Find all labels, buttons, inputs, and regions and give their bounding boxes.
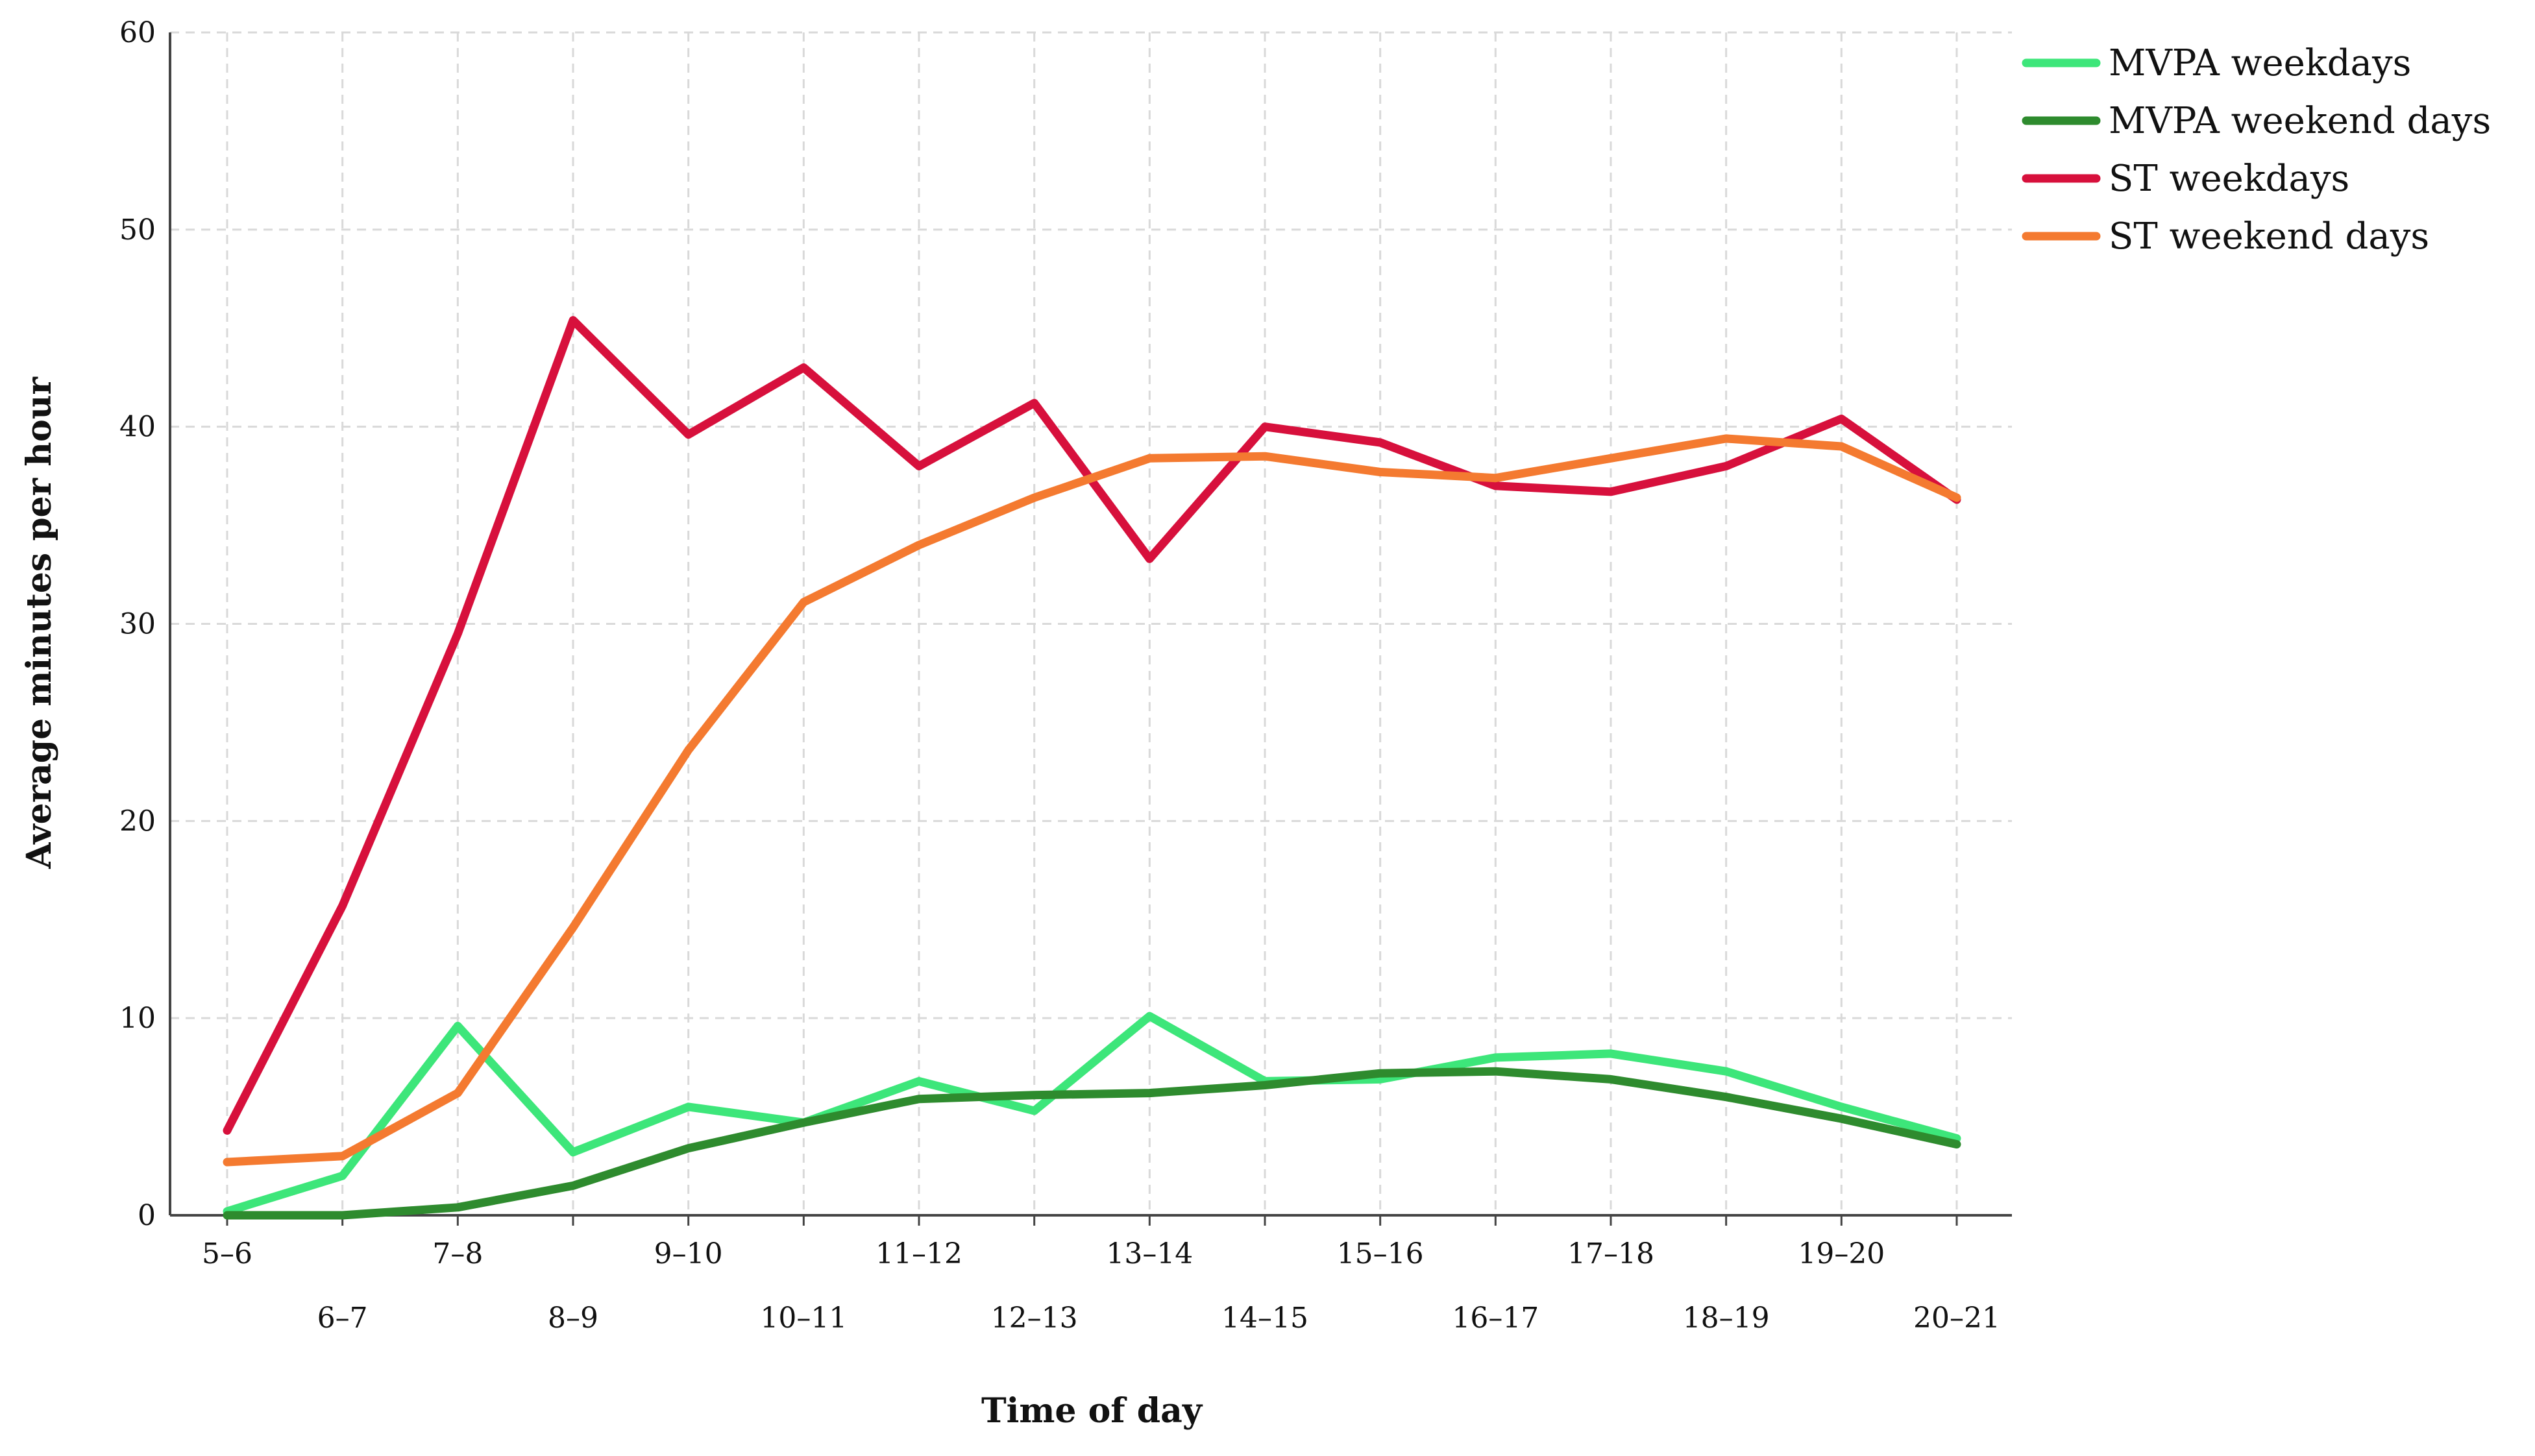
grid-lines bbox=[170, 31, 2012, 1215]
x-tick-label: 13–14 bbox=[1106, 1237, 1193, 1270]
x-tick-label: 14–15 bbox=[1221, 1302, 1308, 1335]
legend: MVPA weekdays MVPA weekend days ST weekday… bbox=[2022, 42, 2491, 258]
x-tick-label: 15–16 bbox=[1337, 1237, 1424, 1270]
x-tick-label: 12–13 bbox=[991, 1302, 1078, 1335]
y-tick-label: 40 bbox=[119, 411, 156, 444]
x-tick-label: 8–9 bbox=[548, 1302, 598, 1335]
x-tick-label: 16–17 bbox=[1452, 1302, 1539, 1335]
y-tick-label: 60 bbox=[119, 16, 156, 49]
x-tick-label: 6–7 bbox=[317, 1302, 368, 1335]
x-tick-label: 19–20 bbox=[1798, 1237, 1885, 1270]
y-tick-label: 20 bbox=[119, 805, 156, 838]
x-tick-label: 7–8 bbox=[432, 1237, 483, 1270]
legend-label: MVPA weekend days bbox=[2109, 100, 2491, 142]
series-line-1 bbox=[223, 1067, 1961, 1220]
tick-labels: 0 10 20 30 40 50 60 5–6 6–7 7–8 8–9 9–10 10–11 11–12 1… bbox=[119, 16, 2000, 1335]
x-tick-label: 10–11 bbox=[760, 1302, 847, 1335]
series-line-3 bbox=[223, 434, 1961, 1167]
x-axis-title: Time of day bbox=[981, 1391, 1203, 1431]
y-tick-label: 50 bbox=[119, 213, 156, 247]
y-tick-label: 0 bbox=[138, 1199, 156, 1232]
legend-label: MVPA weekdays bbox=[2109, 42, 2411, 84]
x-tick-label: 17–18 bbox=[1567, 1237, 1654, 1270]
y-axis-title: Average minutes per hour bbox=[19, 377, 59, 869]
x-tick-label: 11–12 bbox=[876, 1237, 962, 1270]
x-tick-label: 9–10 bbox=[654, 1237, 723, 1270]
legend-label: ST weekend days bbox=[2109, 215, 2429, 258]
y-tick-label: 30 bbox=[119, 608, 156, 641]
legend-label: ST weekdays bbox=[2109, 158, 2349, 200]
series-line-0 bbox=[223, 1012, 1961, 1216]
y-tick-label: 10 bbox=[119, 1002, 156, 1035]
x-tick-label: 5–6 bbox=[202, 1237, 252, 1270]
series-lines bbox=[223, 316, 1961, 1220]
axes bbox=[169, 32, 2012, 1226]
x-tick-label: 20–21 bbox=[1913, 1302, 2000, 1335]
x-tick-label: 18–19 bbox=[1683, 1302, 1770, 1335]
